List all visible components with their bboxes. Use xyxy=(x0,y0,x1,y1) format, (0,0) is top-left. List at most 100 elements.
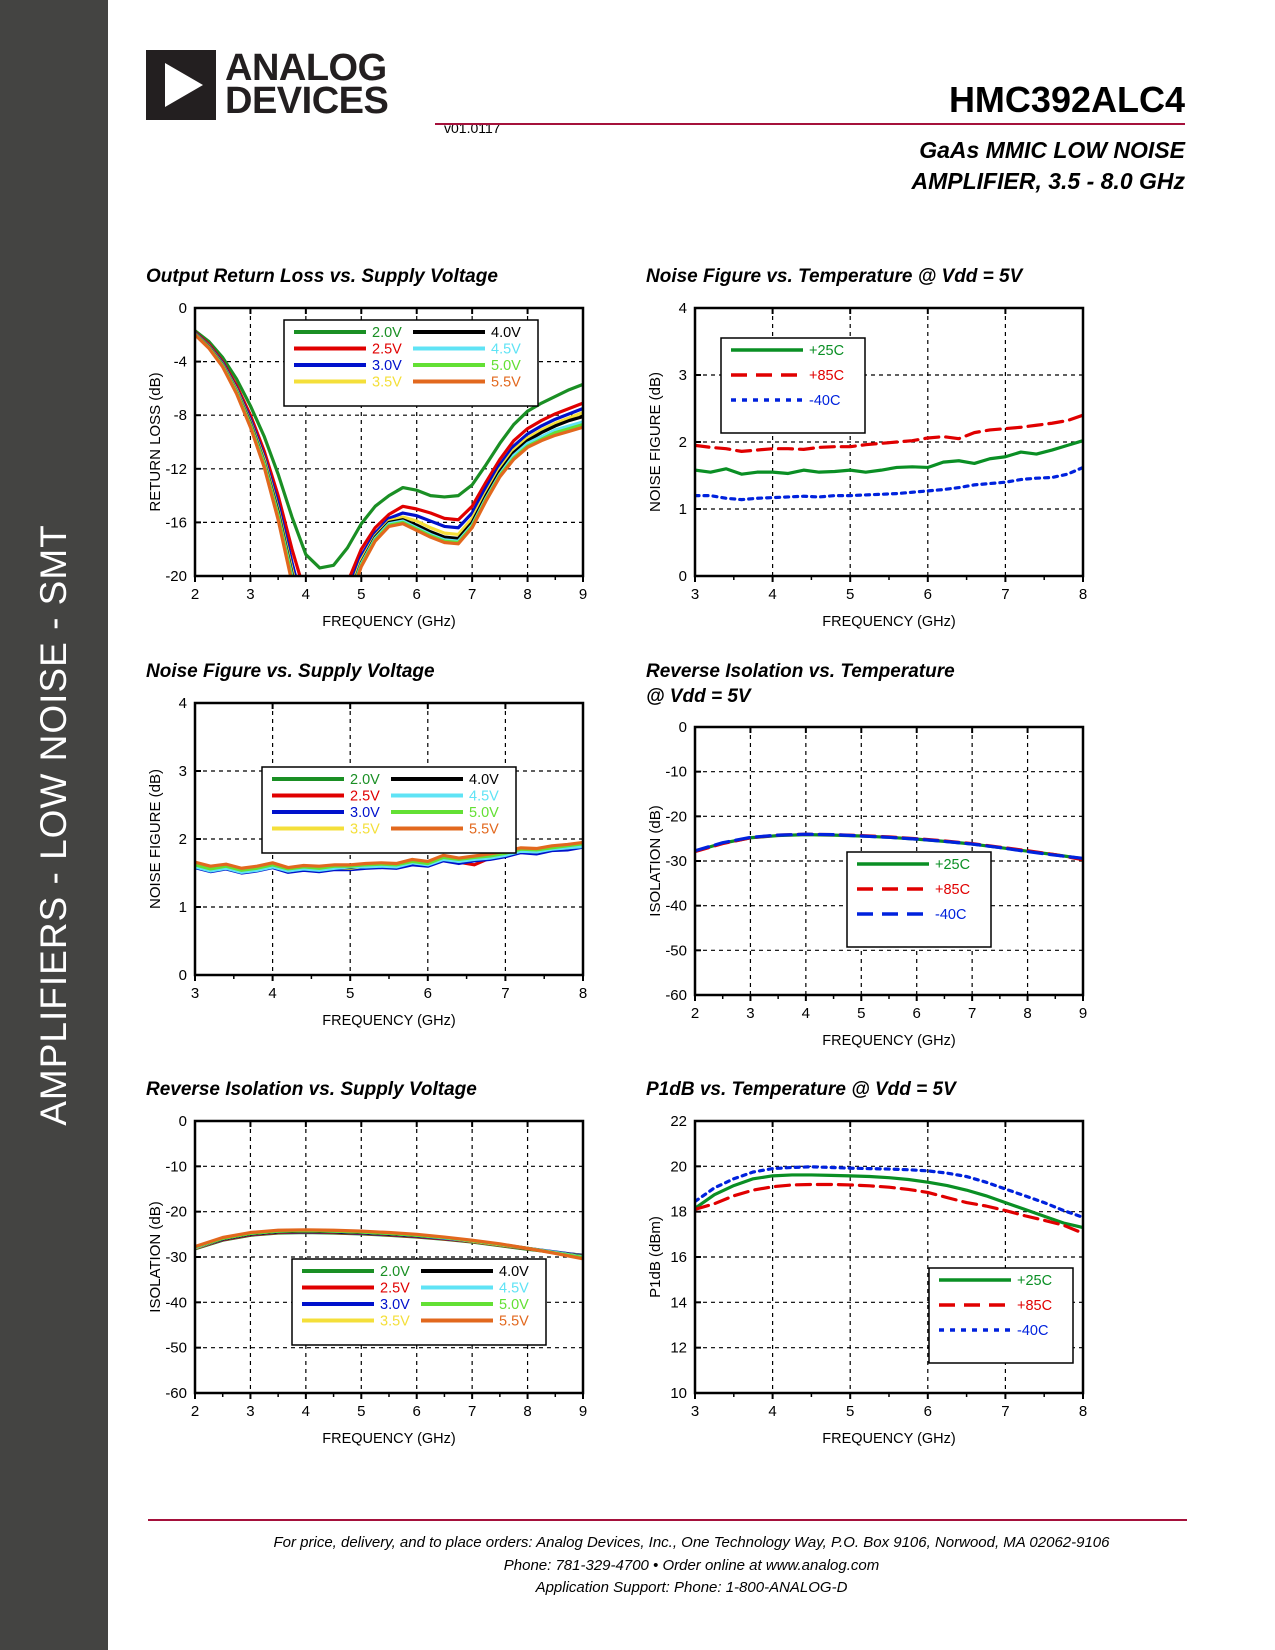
y-tick-label: 10 xyxy=(670,1385,687,1402)
legend-label-55V: 5.5V xyxy=(499,1313,529,1329)
y-tick-label: -60 xyxy=(665,987,687,1004)
x-tick-label: 5 xyxy=(346,985,354,1002)
y-tick-label: 4 xyxy=(179,695,187,712)
chart-title-output-return-loss-vs-supply-voltage: Output Return Loss vs. Supply Voltage xyxy=(146,266,498,287)
legend-label--40C: -40C xyxy=(1017,1323,1048,1339)
data-series-group xyxy=(195,1227,583,1261)
legend-label-50V: 5.0V xyxy=(499,1297,529,1313)
x-tick-label: 8 xyxy=(523,1403,531,1420)
legend-label-40V: 4.0V xyxy=(499,1264,529,1280)
y-tick-label: -20 xyxy=(165,1203,187,1220)
x-tick-label: 3 xyxy=(246,586,254,603)
logo-text-line2: DEVICES xyxy=(225,80,389,122)
y-tick-label: -30 xyxy=(665,853,687,870)
x-tick-label: 9 xyxy=(579,586,587,603)
legend-label-25C: +25C xyxy=(809,343,844,359)
product-subtitle-line2: AMPLIFIER, 3.5 - 8.0 GHz xyxy=(911,168,1186,195)
footer-line-phone: Phone: 781-329-4700 • Order online at ww… xyxy=(503,1556,880,1574)
y-tick-label: 0 xyxy=(179,1113,187,1130)
y-axis-label: NOISE FIGURE (dB) xyxy=(647,372,664,512)
y-tick-label: -16 xyxy=(165,514,187,531)
x-tick-label: 8 xyxy=(1023,1005,1031,1022)
legend-label-35V: 3.5V xyxy=(350,821,380,837)
legend-label-45V: 4.5V xyxy=(491,341,521,357)
legend-label-40V: 4.0V xyxy=(491,325,521,341)
y-tick-label: 3 xyxy=(679,367,687,384)
x-tick-label: 4 xyxy=(802,1005,810,1022)
x-tick-label: 7 xyxy=(468,586,476,603)
x-tick-label: 6 xyxy=(424,985,432,1002)
y-tick-label: 16 xyxy=(670,1249,687,1266)
page-header: ANALOG DEVICES v01.0117 HMC392ALC4 GaAs … xyxy=(108,0,1275,230)
sidebar-category-label: AMPLIFIERS - LOW NOISE - SMT xyxy=(33,524,74,1126)
x-tick-label: 9 xyxy=(1079,1005,1087,1022)
x-tick-label: 4 xyxy=(768,1403,776,1420)
series-line-55V xyxy=(195,1227,583,1261)
legend-label--40C: -40C xyxy=(935,907,966,923)
y-tick-label: -4 xyxy=(174,353,187,370)
y-tick-label: -40 xyxy=(665,898,687,915)
y-tick-label: -20 xyxy=(665,809,687,826)
chart-title-noise-figure-vs-supply-voltage: Noise Figure vs. Supply Voltage xyxy=(146,661,435,682)
chart-legend: +25C +85C -40C xyxy=(928,1266,1074,1364)
y-axis-label: ISOLATION (dB) xyxy=(147,1201,164,1312)
y-tick-label: 14 xyxy=(670,1294,687,1311)
y-axis-label: P1dB (dBm) xyxy=(647,1216,664,1298)
series-line-55V xyxy=(195,840,583,870)
data-series-group xyxy=(195,840,583,875)
plot-noise-figure-vs-temperature: 3 4 5 6 7 8 0 1 2 3 4 NOISE FIGURE (dB) +25C +85C -40C xyxy=(647,300,1087,603)
page-footer: For price, delivery, and to place orders… xyxy=(108,1532,1275,1600)
chart-legend: +25C +85C -40C xyxy=(720,336,866,434)
y-tick-label: 4 xyxy=(679,300,687,317)
chart-panel-output-return-loss-vs-supply-voltage: Output Return Loss vs. Supply Voltage 2 3 4… xyxy=(146,265,591,630)
chart-panel-noise-figure-vs-supply-voltage: Noise Figure vs. Supply Voltage 3 4 5 6 7 8 0 1 2… xyxy=(146,660,591,1029)
chart-title-noise-figure-vs-temperature: Noise Figure vs. Temperature @ Vdd = 5V xyxy=(646,266,1023,287)
legend-label-20V: 2.0V xyxy=(380,1264,410,1280)
x-tick-label: 7 xyxy=(468,1403,476,1420)
x-tick-label: 6 xyxy=(924,586,932,603)
y-tick-label: 0 xyxy=(679,568,687,585)
plot-reverse-isolation-vs-temperature: 2 3 4 5 6 7 8 9 0 -10 -20 -30 -40 -50 -60 ISOLATION (dB… xyxy=(647,719,1087,1022)
legend-label-30V: 3.0V xyxy=(380,1297,410,1313)
legend-label-25V: 2.5V xyxy=(350,788,380,804)
legend-label-25V: 2.5V xyxy=(380,1280,410,1296)
series-line-25C xyxy=(695,438,1083,476)
data-series-group xyxy=(695,413,1083,501)
y-tick-label: 12 xyxy=(670,1339,687,1356)
series-line-25V xyxy=(195,330,583,576)
x-axis-label: FREQUENCY (GHz) xyxy=(322,1012,456,1029)
y-tick-label: 1 xyxy=(679,501,687,518)
y-tick-label: -12 xyxy=(165,460,187,477)
x-tick-label: 4 xyxy=(268,985,276,1002)
legend-label--40C: -40C xyxy=(809,393,840,409)
chart-legend: 2.0V2.5V3.0V3.5V 4.0V4.5V5.0V5.5V xyxy=(283,318,539,407)
analog-devices-logo: ANALOG DEVICES xyxy=(146,48,389,122)
grid-lines xyxy=(695,727,1083,996)
chart-legend: 2.0V2.5V3.0V3.5V 4.0V4.5V5.0V5.5V xyxy=(261,765,517,854)
series-line-20V xyxy=(195,328,583,570)
series-line--40C xyxy=(695,465,1083,501)
y-tick-label: 2 xyxy=(179,831,187,848)
y-tick-label: 0 xyxy=(179,967,187,984)
legend-label-30V: 3.0V xyxy=(350,805,380,821)
chart-title-line1: Reverse Isolation vs. Temperature xyxy=(646,661,955,682)
x-tick-label: 3 xyxy=(691,1403,699,1420)
chart-title-p1db-vs-temperature: P1dB vs. Temperature @ Vdd = 5V xyxy=(646,1079,956,1100)
grid-lines xyxy=(195,1120,583,1393)
x-tick-label: 8 xyxy=(1079,1403,1087,1420)
y-tick-label: -20 xyxy=(165,568,187,585)
y-tick-label: 2 xyxy=(679,434,687,451)
footer-line-support: Application Support: Phone: 1-800-ANALOG… xyxy=(535,1579,848,1596)
series-line--40C xyxy=(695,832,1083,861)
x-tick-label: 5 xyxy=(846,1403,854,1420)
series-line-55V xyxy=(195,332,583,576)
x-tick-label: 6 xyxy=(913,1005,921,1022)
y-tick-label: -8 xyxy=(174,407,187,424)
x-tick-label: 4 xyxy=(302,586,310,603)
x-tick-label: 3 xyxy=(191,985,199,1002)
y-tick-label: 22 xyxy=(670,1113,687,1130)
legend-label-85C: +85C xyxy=(1017,1298,1052,1314)
x-tick-label: 3 xyxy=(746,1005,754,1022)
product-subtitle: GaAs MMIC LOW NOISE AMPLIFIER, 3.5 - 8.0… xyxy=(912,135,1186,197)
chart-legend: 2.0V2.5V3.0V3.5V 4.0V4.5V5.0V5.5V xyxy=(291,1257,547,1346)
